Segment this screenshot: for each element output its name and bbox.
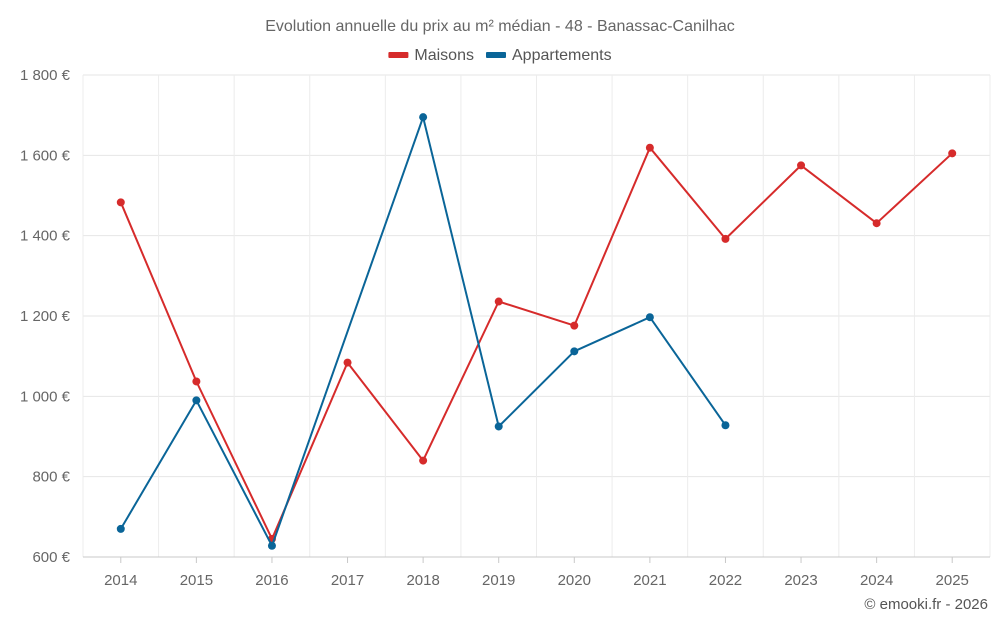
x-tick-label: 2014 xyxy=(104,572,137,589)
y-tick-label: 1 800 € xyxy=(20,67,71,84)
credit-text: © emooki.fr - 2026 xyxy=(864,596,988,613)
y-tick-label: 1 000 € xyxy=(20,388,71,405)
data-point-maisons-2018 xyxy=(419,456,428,465)
y-tick-label: 1 400 € xyxy=(20,228,71,245)
data-point-appartements-2020 xyxy=(570,347,579,356)
data-point-maisons-2020 xyxy=(570,321,579,330)
y-tick-label: 600 € xyxy=(32,549,70,566)
legend-item-appartements: Appartements xyxy=(486,47,612,64)
x-tick-label: 2019 xyxy=(482,572,515,589)
series-line-maisons xyxy=(119,146,953,540)
data-point-appartements-2018 xyxy=(419,113,428,122)
y-tick-label: 1 600 € xyxy=(20,147,71,164)
x-tick-label: 2021 xyxy=(633,572,666,589)
data-point-maisons-2022 xyxy=(721,234,730,243)
data-point-maisons-2024 xyxy=(872,219,881,228)
x-tick-label: 2025 xyxy=(936,572,969,589)
data-point-appartements-2016 xyxy=(267,541,276,550)
data-point-appartements-2022 xyxy=(721,421,730,430)
data-point-appartements-2014 xyxy=(116,524,125,533)
data-point-maisons-2017 xyxy=(343,358,352,367)
series-line-appartements xyxy=(119,116,727,547)
x-tick-label: 2017 xyxy=(331,572,364,589)
x-tick-label: 2020 xyxy=(558,572,591,589)
legend-swatch xyxy=(388,52,409,58)
axes: 600 € 800 € 1 000 € 1 200 € 1 400 € 1 600 € 1 … xyxy=(20,67,990,589)
data-point-appartements-2015 xyxy=(192,396,201,405)
y-tick-label: 800 € xyxy=(32,469,70,486)
legend-label: Appartements xyxy=(512,47,612,64)
legend-label: Maisons xyxy=(414,47,474,64)
series-group xyxy=(116,113,957,550)
data-point-maisons-2015 xyxy=(192,377,201,386)
legend-item-maisons: Maisons xyxy=(388,47,474,64)
x-tick-label: 2018 xyxy=(406,572,439,589)
chart-title: Evolution annuelle du prix au m² médian … xyxy=(265,18,735,35)
data-point-maisons-2023 xyxy=(797,161,806,170)
data-point-maisons-2021 xyxy=(645,143,654,152)
data-point-maisons-2014 xyxy=(116,198,125,207)
data-point-maisons-2025 xyxy=(948,149,957,158)
x-tick-label: 2024 xyxy=(860,572,893,589)
data-point-appartements-2021 xyxy=(645,313,654,322)
series-appartements xyxy=(116,113,730,550)
data-point-appartements-2019 xyxy=(494,422,503,431)
x-tick-label: 2015 xyxy=(180,572,213,589)
data-point-maisons-2019 xyxy=(494,297,503,306)
x-tick-label: 2016 xyxy=(255,572,288,589)
x-tick-label: 2022 xyxy=(709,572,742,589)
legend-swatch xyxy=(486,52,506,58)
y-tick-label: 1 200 € xyxy=(20,308,71,325)
x-tick-label: 2023 xyxy=(784,572,817,589)
grid xyxy=(82,74,991,558)
legend: Maisons Appartements xyxy=(388,47,612,64)
